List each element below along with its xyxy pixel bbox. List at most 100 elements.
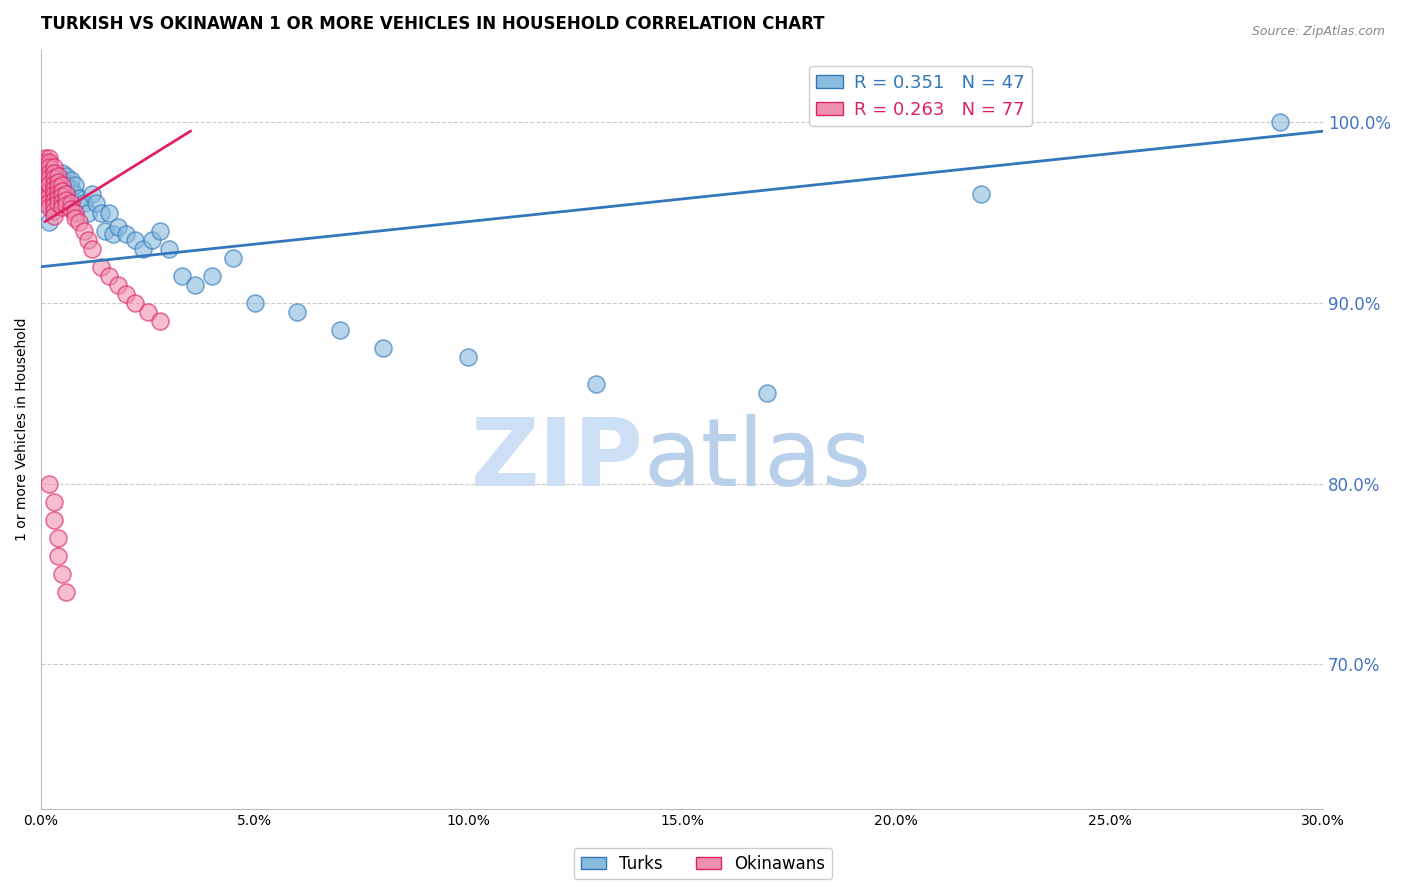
Point	[51, 200, 73, 214]
Point	[42, 513, 65, 527]
Point	[38, 161, 60, 175]
Point	[98, 268, 121, 283]
Point	[107, 277, 129, 292]
Text: atlas: atlas	[644, 414, 872, 506]
Point	[46, 531, 69, 545]
Point	[157, 242, 180, 256]
Point	[76, 205, 98, 219]
Point	[38, 178, 60, 193]
Point	[38, 184, 60, 198]
Point	[243, 296, 266, 310]
Point	[55, 187, 77, 202]
Point	[124, 296, 146, 310]
Point	[51, 194, 73, 209]
Point	[51, 178, 73, 193]
Point	[34, 178, 56, 193]
Point	[46, 186, 69, 200]
Point	[55, 169, 77, 184]
Point	[42, 203, 65, 218]
Point	[42, 495, 65, 509]
Point	[38, 189, 60, 203]
Point	[38, 194, 60, 209]
Point	[72, 224, 94, 238]
Point	[124, 233, 146, 247]
Point	[46, 184, 69, 198]
Point	[38, 169, 60, 184]
Point	[51, 173, 73, 187]
Point	[34, 191, 56, 205]
Point	[42, 187, 65, 202]
Y-axis label: 1 or more Vehicles in Household: 1 or more Vehicles in Household	[15, 318, 30, 541]
Point	[34, 171, 56, 186]
Point	[90, 260, 112, 274]
Point	[42, 178, 65, 193]
Point	[59, 182, 82, 196]
Point	[82, 242, 104, 256]
Point	[46, 191, 69, 205]
Point	[970, 187, 993, 202]
Point	[38, 151, 60, 165]
Point	[34, 177, 56, 191]
Point	[34, 182, 56, 196]
Point	[51, 567, 73, 582]
Point	[98, 205, 121, 219]
Point	[34, 151, 56, 165]
Point	[222, 251, 245, 265]
Point	[42, 177, 65, 191]
Point	[42, 182, 65, 196]
Point	[42, 171, 65, 186]
Point	[51, 189, 73, 203]
Point	[42, 196, 65, 211]
Point	[141, 233, 163, 247]
Point	[34, 169, 56, 184]
Point	[136, 305, 159, 319]
Point	[46, 175, 69, 189]
Point	[34, 155, 56, 169]
Point	[115, 227, 138, 242]
Point	[59, 196, 82, 211]
Point	[38, 166, 60, 180]
Point	[67, 214, 90, 228]
Point	[285, 305, 308, 319]
Point	[63, 211, 86, 225]
Point	[38, 200, 60, 214]
Point	[38, 171, 60, 186]
Point	[86, 196, 108, 211]
Point	[38, 173, 60, 187]
Point	[1270, 115, 1292, 129]
Text: Source: ZipAtlas.com: Source: ZipAtlas.com	[1251, 25, 1385, 38]
Point	[371, 341, 394, 355]
Point	[42, 209, 65, 223]
Point	[46, 191, 69, 205]
Point	[46, 180, 69, 194]
Point	[38, 214, 60, 228]
Point	[46, 169, 69, 184]
Point	[51, 166, 73, 180]
Point	[107, 219, 129, 234]
Point	[42, 187, 65, 202]
Point	[34, 196, 56, 211]
Legend: Turks, Okinawans: Turks, Okinawans	[574, 848, 832, 880]
Point	[55, 193, 77, 207]
Point	[42, 166, 65, 180]
Point	[34, 166, 56, 180]
Point	[42, 161, 65, 175]
Point	[34, 164, 56, 178]
Point	[183, 277, 205, 292]
Point	[67, 191, 90, 205]
Point	[63, 187, 86, 202]
Text: ZIP: ZIP	[471, 414, 644, 506]
Point	[201, 268, 224, 283]
Point	[34, 173, 56, 187]
Point	[90, 205, 112, 219]
Point	[55, 585, 77, 599]
Point	[115, 286, 138, 301]
Point	[59, 173, 82, 187]
Point	[38, 177, 60, 191]
Point	[170, 268, 193, 283]
Point	[34, 161, 56, 175]
Point	[46, 549, 69, 563]
Point	[55, 178, 77, 193]
Point	[38, 155, 60, 169]
Point	[34, 182, 56, 196]
